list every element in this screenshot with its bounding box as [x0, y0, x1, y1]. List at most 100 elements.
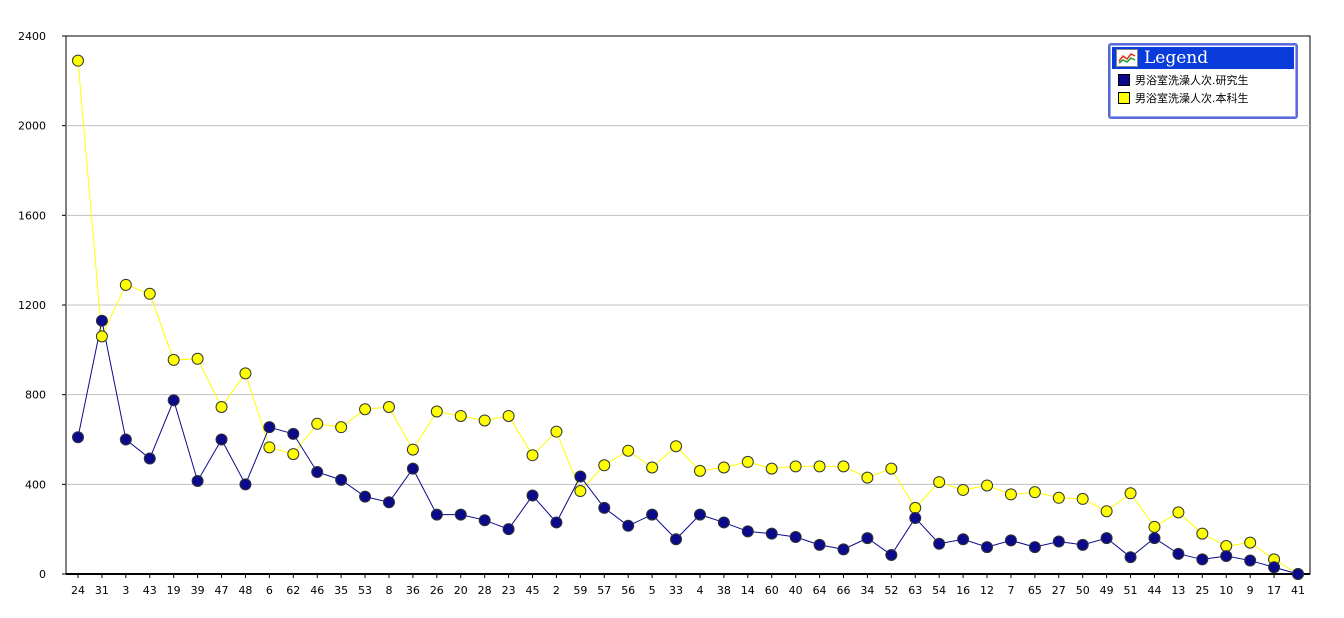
- x-axis: 24 31 3 43 19 39 47 48 6 62 46 35 53 8 36 26 20 28 23 45 2 59…: [66, 573, 1310, 597]
- data-point: [239, 478, 252, 491]
- legend-title: Legend: [1144, 48, 1209, 68]
- x-tick-label: 28: [478, 584, 492, 597]
- data-point: [861, 532, 874, 545]
- x-tick-label: 44: [1147, 584, 1161, 597]
- data-point: [359, 403, 372, 416]
- data-point: [957, 483, 970, 496]
- data-point: [1004, 488, 1017, 501]
- x-tick-label: 45: [526, 584, 540, 597]
- data-point: [95, 314, 108, 327]
- x-tick-label: 66: [836, 584, 850, 597]
- data-point: [119, 433, 132, 446]
- x-tick-label: 6: [266, 584, 273, 597]
- x-tick-label: 3: [122, 584, 129, 597]
- x-tick-label: 50: [1076, 584, 1090, 597]
- x-tick-label: 26: [430, 584, 444, 597]
- y-tick-label: 400: [25, 478, 46, 491]
- chart-icon: [1116, 49, 1138, 67]
- x-tick-label: 10: [1219, 584, 1233, 597]
- data-point: [167, 394, 180, 407]
- x-tick-label: 64: [813, 584, 827, 597]
- y-axis: 0 400 800 1200 1600 2000 2400: [18, 30, 66, 581]
- data-point: [646, 461, 659, 474]
- x-tick-label: 35: [334, 584, 348, 597]
- data-point: [526, 449, 539, 462]
- data-point: [813, 460, 826, 473]
- data-point: [1052, 491, 1065, 504]
- data-point: [837, 460, 850, 473]
- legend-label: 男浴室洗澡人次.本科生: [1135, 92, 1249, 105]
- data-point: [1244, 536, 1257, 549]
- data-point: [311, 417, 324, 430]
- data-point: [95, 330, 108, 343]
- x-tick-label: 23: [502, 584, 516, 597]
- x-tick-label: 25: [1195, 584, 1209, 597]
- data-point: [741, 455, 754, 468]
- x-tick-label: 51: [1124, 584, 1138, 597]
- data-point: [478, 514, 491, 527]
- data-point: [335, 421, 348, 434]
- data-point: [622, 519, 635, 532]
- data-point: [1100, 532, 1113, 545]
- x-tick-label: 13: [1171, 584, 1185, 597]
- series-line: [77, 320, 1299, 575]
- data-point: [454, 409, 467, 422]
- data-point: [717, 461, 730, 474]
- y-tick-label: 800: [25, 389, 46, 402]
- legend-item-undergraduate: 男浴室洗澡人次.本科生: [1110, 89, 1296, 107]
- data-point: [478, 414, 491, 427]
- data-point: [741, 525, 754, 538]
- data-point: [1076, 538, 1089, 551]
- data-point: [1292, 568, 1304, 580]
- data-point: [215, 400, 228, 413]
- data-point: [1244, 554, 1257, 567]
- data-point: [406, 462, 419, 475]
- data-point: [957, 533, 970, 546]
- legend: Legend 男浴室洗澡人次.研究生 男浴室洗澡人次.本科生: [1108, 43, 1298, 119]
- data-point: [885, 548, 898, 561]
- x-tick-label: 48: [238, 584, 252, 597]
- data-point: [670, 440, 683, 453]
- x-tick-label: 14: [741, 584, 755, 597]
- data-point: [335, 473, 348, 486]
- x-tick-label: 59: [573, 584, 587, 597]
- data-point: [933, 476, 946, 489]
- x-tick-label: 54: [932, 584, 946, 597]
- x-tick-label: 60: [765, 584, 779, 597]
- data-point: [693, 508, 706, 521]
- legend-swatch: [1118, 74, 1130, 86]
- data-point: [1196, 553, 1209, 566]
- data-point: [406, 443, 419, 456]
- data-point: [789, 460, 802, 473]
- data-point: [526, 489, 539, 502]
- y-tick-label: 1200: [18, 299, 46, 312]
- x-tick-label: 5: [649, 584, 656, 597]
- x-tick-label: 46: [310, 584, 324, 597]
- data-point: [143, 452, 156, 465]
- y-tick-label: 2000: [18, 120, 46, 133]
- y-tick-label: 0: [39, 568, 46, 581]
- x-tick-label: 20: [454, 584, 468, 597]
- x-tick-label: 4: [696, 584, 703, 597]
- data-point: [72, 54, 84, 67]
- data-point: [239, 367, 252, 380]
- data-point: [1028, 486, 1041, 499]
- x-tick-label: 7: [1007, 584, 1014, 597]
- data-point: [263, 421, 276, 434]
- legend-item-graduate: 男浴室洗澡人次.研究生: [1110, 71, 1296, 89]
- data-point: [1028, 541, 1041, 554]
- data-point: [1268, 561, 1281, 574]
- data-point: [1124, 487, 1137, 500]
- data-point: [837, 543, 850, 556]
- data-point: [382, 496, 395, 509]
- data-point: [909, 511, 922, 524]
- y-tick-label: 2400: [18, 30, 46, 43]
- data-point: [1052, 535, 1065, 548]
- data-point: [693, 464, 706, 477]
- data-point: [1172, 547, 1185, 560]
- x-tick-label: 38: [717, 584, 731, 597]
- x-tick-label: 65: [1028, 584, 1042, 597]
- x-tick-label: 49: [1100, 584, 1114, 597]
- data-point: [1148, 532, 1161, 545]
